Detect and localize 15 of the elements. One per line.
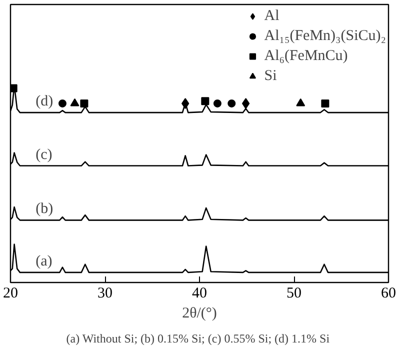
x-tick-label: 40 (192, 286, 207, 302)
x-tick-label: 30 (98, 286, 112, 302)
x-tick-label: 60 (381, 286, 396, 302)
series-label: (d) (36, 94, 54, 110)
x-tick-label: 20 (3, 286, 18, 302)
series-label: (c) (36, 146, 52, 163)
legend-label: Al₆(FeMnCu) (264, 48, 348, 64)
x-tick-label: 50 (286, 286, 302, 302)
x-axis-title: 2θ/(°) (182, 306, 217, 322)
text: (a) Without Si; (b) 0.15% Si; (c) 0.55% Si; (d) 1.1% Si (66, 332, 330, 346)
legend-label: Al₁₅(FeMn)₃(SiCu)₂ (264, 28, 386, 44)
legend-label: Al (264, 8, 280, 24)
legend-label: Si (264, 68, 278, 84)
series-label: (a) (36, 253, 52, 270)
series-label: (b) (36, 201, 54, 218)
